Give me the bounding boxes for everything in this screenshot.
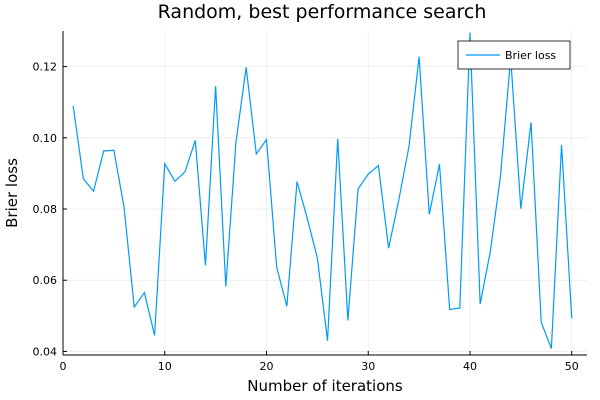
- x-tick-label: 20: [259, 360, 273, 373]
- x-tick-label: 40: [463, 360, 477, 373]
- axes: [62, 31, 587, 356]
- x-tick-label: 10: [158, 360, 172, 373]
- x-tick-label: 30: [361, 360, 375, 373]
- series-line-0: [72, 32, 573, 349]
- tick-labels: 0 10 20 30 40 50 0.04 0.06 0.08 0.10 0.12: [33, 61, 579, 373]
- legend: Brier loss: [457, 40, 571, 70]
- y-tick-label: 0.06: [33, 274, 58, 287]
- y-axis-label: Brier loss: [3, 158, 21, 228]
- y-tick-label: 0.10: [33, 132, 58, 145]
- grid-lines: [62, 31, 587, 355]
- legend-label-brier-loss: Brier loss: [505, 49, 556, 62]
- y-tick-label: 0.04: [33, 345, 58, 358]
- y-tick-label: 0.08: [33, 203, 58, 216]
- series-layer: [72, 32, 573, 349]
- x-tick-label: 50: [565, 360, 579, 373]
- chart-title: Random, best performance search: [158, 1, 487, 23]
- x-axis-label: Number of iterations: [247, 377, 403, 395]
- x-tick-label: 0: [60, 360, 67, 373]
- y-tick-label: 0.12: [33, 61, 58, 74]
